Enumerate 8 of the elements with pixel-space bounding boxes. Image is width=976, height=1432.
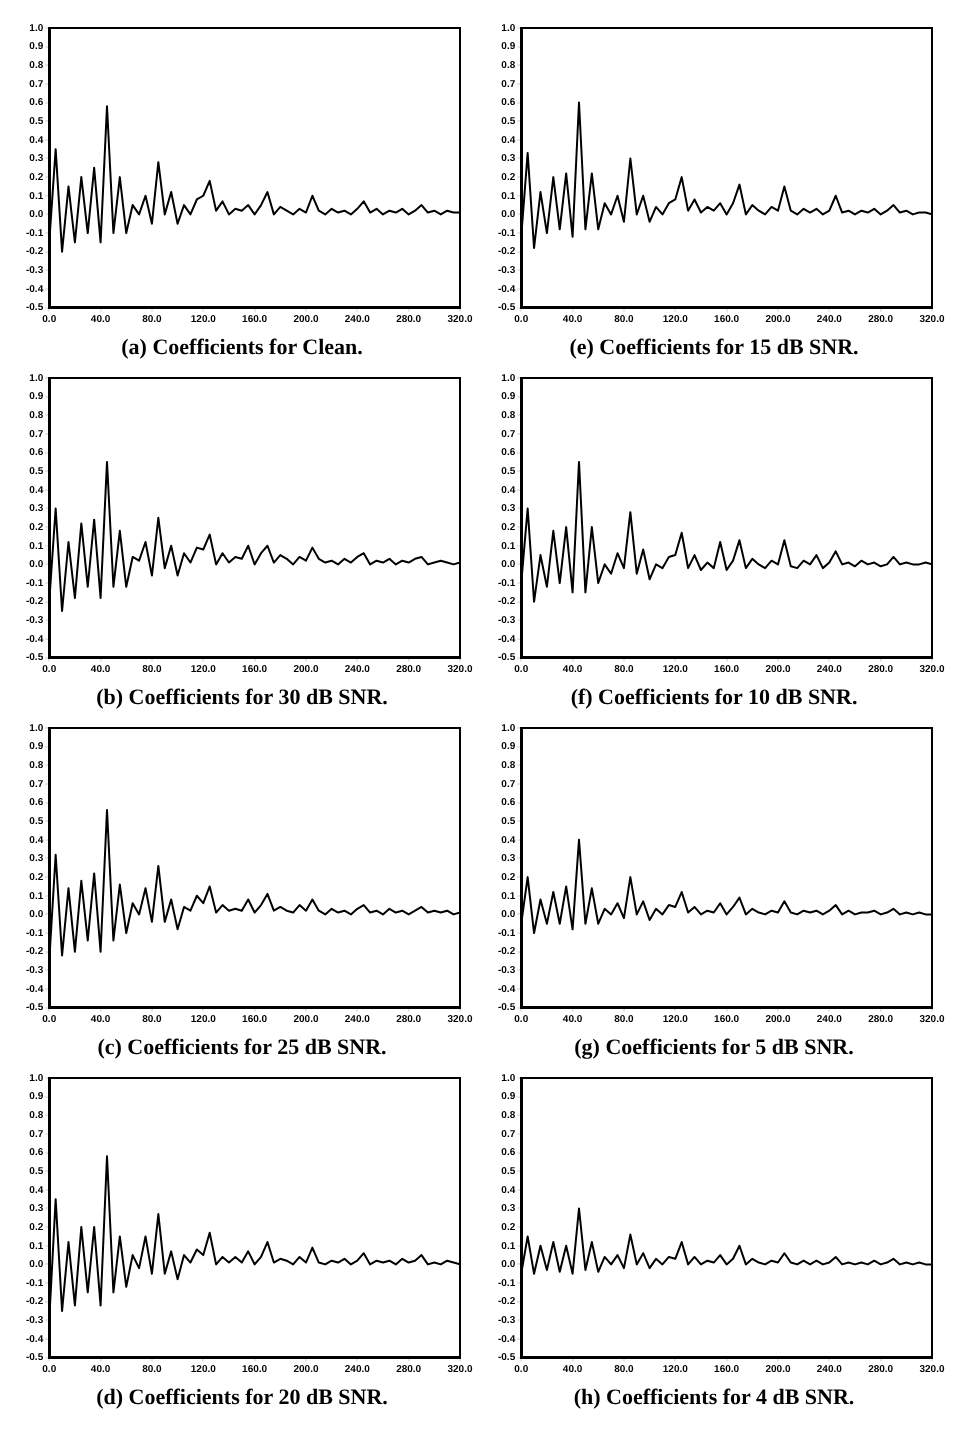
- text: (h) Coefficients for 4 dB SNR.: [573, 1386, 855, 1411]
- text: (g) Coefficients for 5 dB SNR.: [574, 1036, 855, 1061]
- text: (a) Coefficients for Clean.: [121, 336, 364, 361]
- text: (d) Coefficients for 20 dB SNR.: [96, 1386, 389, 1411]
- text: (f) Coefficients for 10 dB SNR.: [570, 686, 858, 711]
- text: (c) Coefficients for 25 dB SNR.: [97, 1036, 388, 1061]
- text: (b) Coefficients for 30 dB SNR.: [96, 686, 389, 711]
- text: (e) Coefficients for 15 dB SNR.: [569, 336, 860, 361]
